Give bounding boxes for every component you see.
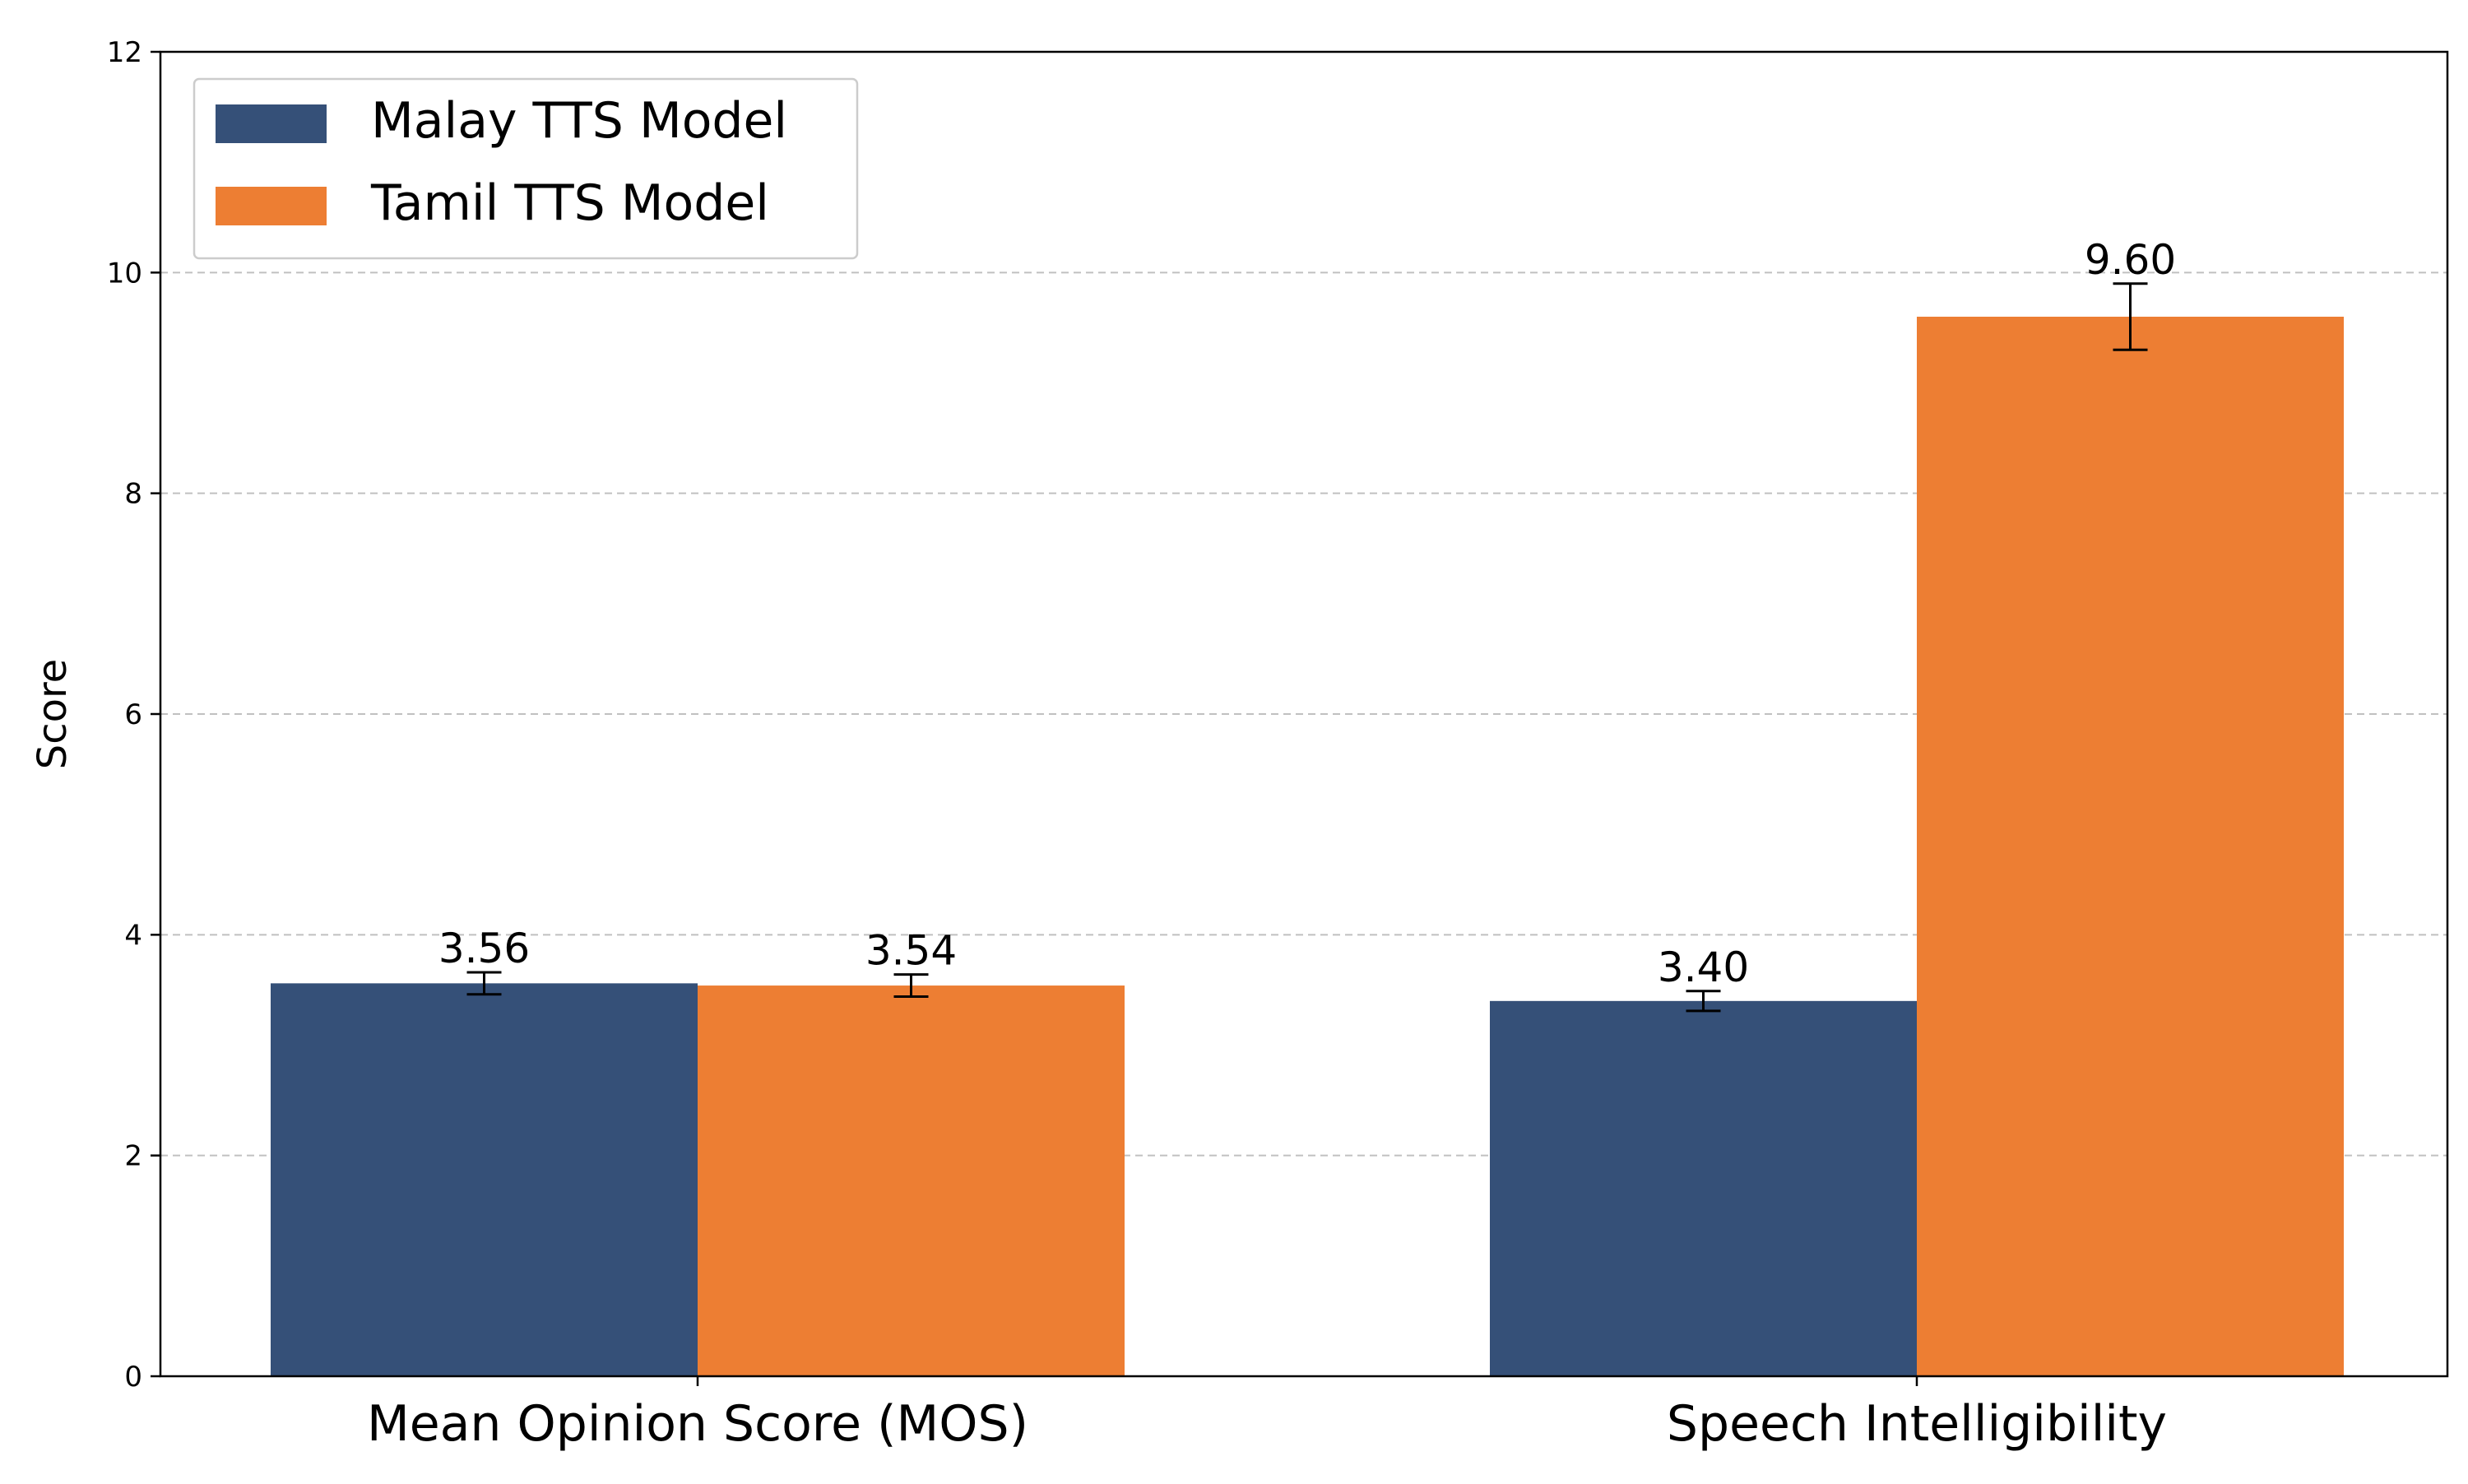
bars [271,317,2344,1376]
legend-box [193,77,859,260]
y-tick-label: 8 [124,478,142,511]
bar [271,983,698,1376]
y-tick-label: 4 [124,919,142,952]
y-tick-label: 6 [124,698,142,731]
y-tick-label: 0 [124,1361,142,1394]
data-label: 3.56 [438,925,530,972]
x-tick-label: Speech Intelligibility [1667,1395,2167,1453]
error-bars [466,282,2148,1013]
bar [1490,1000,1917,1376]
data-label: 3.54 [865,927,957,975]
data-label: 9.60 [2085,236,2176,284]
y-axis-label: Score [30,659,76,769]
bar [698,985,1125,1376]
data-label: 3.40 [1658,944,1749,991]
axes: 0 2 4 6 8 10 12 Mean Opinion Score (MOS) Speech … [107,36,2167,1453]
legend-swatch [216,187,327,225]
y-tick-label: 10 [107,257,142,290]
legend-label: Malay TTS Model [371,92,787,150]
legend-swatch [216,104,327,143]
legend-label: Tamil TTS Model [370,174,769,232]
x-tick-label: Mean Opinion Score (MOS) [367,1395,1028,1453]
y-tick-label: 2 [124,1140,142,1173]
legend: Malay TTS Model Tamil TTS Model [193,77,859,260]
y-tick-label: 12 [107,36,142,69]
data-labels: 3.56 3.54 3.40 9.60 [438,236,2176,991]
bar [1917,317,2344,1376]
